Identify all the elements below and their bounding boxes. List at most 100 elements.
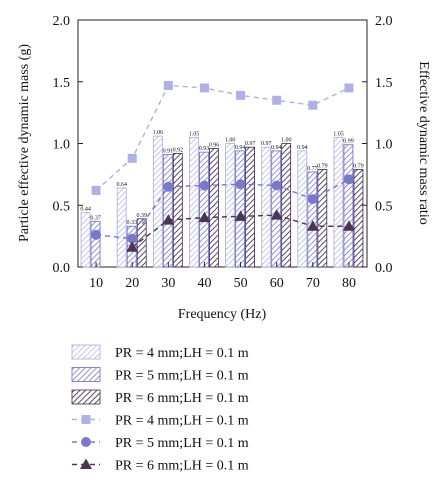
bar-2-10	[90, 220, 101, 268]
line-point-2	[307, 194, 318, 205]
x-tick-label: 40	[197, 276, 211, 291]
bar-data-label: 0.97	[261, 141, 272, 147]
bar-2-30	[162, 154, 173, 268]
y-right-tick-label: 1.5	[375, 76, 393, 91]
y-right-tick-label: 0.0	[375, 261, 393, 276]
bar-3-20	[136, 218, 147, 268]
line-point-2	[235, 179, 246, 190]
bar-data-label: 1.05	[189, 131, 200, 137]
line-point-2	[343, 174, 354, 185]
line-point-3	[342, 220, 355, 231]
legend-marker-3	[80, 458, 92, 469]
line-layer	[91, 80, 355, 252]
bar-3-80	[353, 169, 364, 268]
line-point-2	[163, 181, 174, 192]
tick-layer: 0.0 0.5 1.0 1.5 2.0 0.0 0.5 1.0 1.5 2.0 10 20 30 40 50…	[53, 14, 393, 291]
bar-data-label: 1.05	[333, 131, 344, 137]
y-left-tick-label: 1.0	[53, 138, 71, 153]
bar-3-60	[281, 143, 292, 268]
line-point-1	[344, 83, 354, 93]
bar-1-40	[189, 136, 199, 268]
y-left-tick-label: 0.0	[53, 261, 71, 276]
y-axis-left-title: Particle effective dynamic mass (g)	[17, 44, 32, 242]
legend-bar-label-2: PR = 5 mm;LH = 0.1 m	[115, 369, 249, 384]
bar-1-70	[297, 150, 308, 268]
bar-data-label: 0.99	[343, 139, 354, 145]
bar-data-label: 0.77	[307, 166, 318, 172]
bar-data-label: 0.79	[353, 163, 364, 169]
x-tick-label: 20	[125, 276, 139, 291]
line-point-3	[234, 210, 247, 221]
y-right-tick-label: 0.5	[375, 199, 393, 214]
line-point-3	[198, 211, 211, 223]
bar-2-40	[199, 151, 209, 268]
bar-3-30	[172, 152, 183, 268]
bar-layer	[80, 135, 364, 268]
bar-data-label: 0.91	[163, 149, 174, 155]
bar-data-label: 0.97	[245, 141, 256, 147]
legend-marker-1	[81, 415, 91, 424]
legend-line-label-2: PR = 5 mm;LH = 0.1 m	[115, 436, 249, 451]
x-tick-label: 10	[89, 276, 103, 291]
bar-1-10	[80, 212, 91, 268]
y-left-tick-label: 1.5	[53, 76, 71, 91]
line-point-3	[270, 209, 283, 220]
line-series-2	[95, 178, 350, 240]
bar-1-20	[116, 187, 127, 268]
bar-3-40	[209, 148, 219, 268]
bar-data-label: 1.00	[225, 138, 236, 144]
bar-data-label: 0.39	[136, 213, 147, 219]
x-tick-label: 70	[306, 276, 320, 291]
bar-data-label: 0.94	[235, 145, 246, 151]
bar-data-label: 1.06	[153, 130, 164, 136]
line-point-1	[236, 90, 246, 100]
line-point-3	[126, 241, 139, 252]
x-tick-label: 30	[161, 276, 175, 291]
bar-2-70	[307, 171, 318, 268]
bar-data-label: 0.94	[297, 145, 308, 151]
legend-bar-swatch-1	[71, 344, 101, 360]
bar-2-50	[235, 150, 245, 268]
line-point-2	[199, 180, 210, 191]
legend-bar-label-1: PR = 4 mm;LH = 0.1 m	[115, 346, 249, 361]
line-point-1	[272, 95, 282, 105]
bar-3-70	[317, 169, 328, 268]
x-tick-label: 50	[234, 276, 248, 291]
bar-data-label: 0.94	[271, 145, 282, 151]
y-right-tick-label: 2.0	[375, 14, 393, 29]
bar-2-80	[343, 144, 354, 268]
line-point-3	[162, 214, 175, 225]
x-tick-label: 80	[342, 276, 356, 291]
y-right-tick-label: 1.0	[375, 138, 393, 153]
bar-data-label: 0.64	[116, 182, 127, 188]
legend-bar-swatch-3	[71, 389, 101, 405]
legend: PR = 4 mm;LH = 0.1 m PR = 5 mm;LH = 0.1 m…	[71, 344, 249, 474]
x-tick-label: 60	[270, 276, 284, 291]
bar-2-60	[271, 150, 282, 268]
line-series-1	[95, 84, 350, 191]
line-point-1	[127, 153, 137, 163]
legend-bar-swatch-2	[71, 367, 101, 382]
line-point-2	[271, 180, 282, 191]
line-point-1	[308, 100, 318, 110]
bar-data-label: 0.96	[209, 142, 220, 148]
line-point-1	[91, 185, 101, 195]
bar-data-label: 0.93	[199, 146, 210, 152]
bar-data-label: 0.92	[173, 147, 184, 153]
bar-1-80	[333, 136, 344, 268]
bar-data-label: 1.00	[281, 138, 292, 144]
line-point-3	[306, 220, 319, 231]
y-left-tick-label: 0.5	[53, 199, 71, 214]
bar-data-label: 0.79	[317, 163, 328, 169]
bar-1-60	[261, 146, 272, 268]
legend-line-label-1: PR = 4 mm;LH = 0.1 m	[115, 414, 249, 429]
legend-marker-2	[81, 437, 91, 447]
bar-data-label: 0.44	[80, 207, 91, 213]
bar-data-label: 0.37	[90, 215, 101, 221]
line-point-2	[127, 233, 138, 244]
x-axis-title: Frequency (Hz)	[178, 307, 267, 322]
y-left-tick-label: 2.0	[53, 14, 71, 29]
line-point-2	[91, 229, 102, 240]
